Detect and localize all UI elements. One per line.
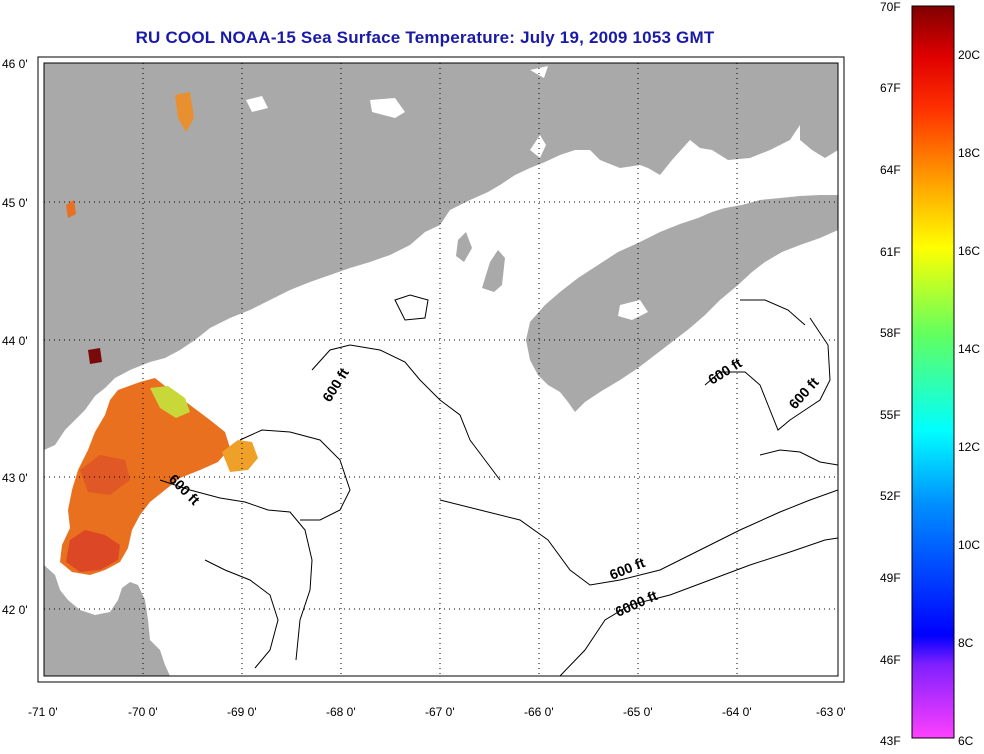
colorbar-f-label: 46F <box>880 653 901 667</box>
contour-600-scotian <box>704 317 831 431</box>
sst-patch-north <box>175 92 194 132</box>
contours <box>159 294 838 676</box>
contour-600-georges <box>439 489 838 586</box>
lat-tick-label: 44 0' <box>2 334 28 348</box>
lake-5 <box>530 66 548 78</box>
lon-tick-label: -71 0' <box>28 705 58 719</box>
lat-tick-label: 42 0' <box>2 603 28 617</box>
lake-4 <box>246 96 268 112</box>
sst-patch-cool <box>150 386 190 418</box>
colorbar: 70F 67F 64F 61F 58F 55F 52F 49F 46F 43F … <box>880 0 980 748</box>
sst-patch-small <box>66 200 76 218</box>
colorbar-f-label: 70F <box>880 0 901 14</box>
map-frame <box>43 62 839 677</box>
grid <box>44 63 838 676</box>
bay-of-fundy <box>515 185 720 320</box>
colorbar-c-label: 16C <box>958 244 980 258</box>
land-nova-scotia <box>526 195 838 412</box>
contour-600-gulf-center <box>311 344 501 481</box>
contour-misc-2 <box>204 559 279 669</box>
lat-tick-label: 43 0' <box>2 471 28 485</box>
contour-misc-1 <box>394 294 429 321</box>
lon-tick-label: -63 0' <box>816 705 846 719</box>
lon-tick-label: -66 0' <box>524 705 554 719</box>
lat-tick-label: 46 0' <box>2 57 28 71</box>
colorbar-c-label: 8C <box>958 636 974 650</box>
contour-600-east <box>759 449 838 466</box>
lon-tick-label: -67 0' <box>425 705 455 719</box>
colorbar-f-label: 61F <box>880 245 901 259</box>
sst-patch-red <box>88 348 102 364</box>
lon-tick-label: -68 0' <box>326 705 356 719</box>
sst-patch-hot-2 <box>80 455 130 495</box>
colorbar-c-label: 14C <box>958 342 980 356</box>
map-title: RU COOL NOAA-15 Sea Surface Temperature:… <box>135 28 715 47</box>
lake-2 <box>530 135 546 158</box>
lon-tick-label: -64 0' <box>722 705 752 719</box>
land-island-small <box>456 232 472 262</box>
colorbar-gradient <box>911 5 955 739</box>
lake-3 <box>618 300 648 320</box>
colorbar-c-label: 12C <box>958 440 980 454</box>
colorbar-f-label: 64F <box>880 163 901 177</box>
land-grand-manan <box>482 250 505 292</box>
lon-tick-label: -70 0' <box>128 705 158 719</box>
lon-tick-label: -69 0' <box>227 705 257 719</box>
sst-patch-east <box>222 440 258 472</box>
lake-1 <box>370 98 405 118</box>
colorbar-f-label: 52F <box>880 489 901 503</box>
land-maine-newbrunswick <box>44 63 838 450</box>
colorbar-f-label: 55F <box>880 408 901 422</box>
map-plot-area <box>44 63 838 676</box>
colorbar-f-label: 67F <box>880 81 901 95</box>
contour-600-gulf-west <box>159 479 313 661</box>
sst-patch-hot <box>66 530 120 572</box>
contour-600-scotian-2 <box>740 299 806 326</box>
colorbar-f-label: 58F <box>880 326 901 340</box>
colorbar-c-label: 6C <box>958 734 974 748</box>
colorbar-f-label: 43F <box>880 734 901 748</box>
colorbar-c-label: 20C <box>958 48 980 62</box>
contour-6000 <box>559 537 838 676</box>
lon-tick-label: -65 0' <box>623 705 653 719</box>
colorbar-c-label: 10C <box>958 538 980 552</box>
map-outer-frame <box>37 56 845 683</box>
contour-600-basin <box>239 429 351 521</box>
land-massachusetts <box>44 565 170 676</box>
lat-tick-label: 45 0' <box>2 196 28 210</box>
colorbar-c-label: 18C <box>958 146 980 160</box>
land-cape-breton-edge <box>800 63 838 158</box>
colorbar-f-label: 49F <box>880 571 901 585</box>
